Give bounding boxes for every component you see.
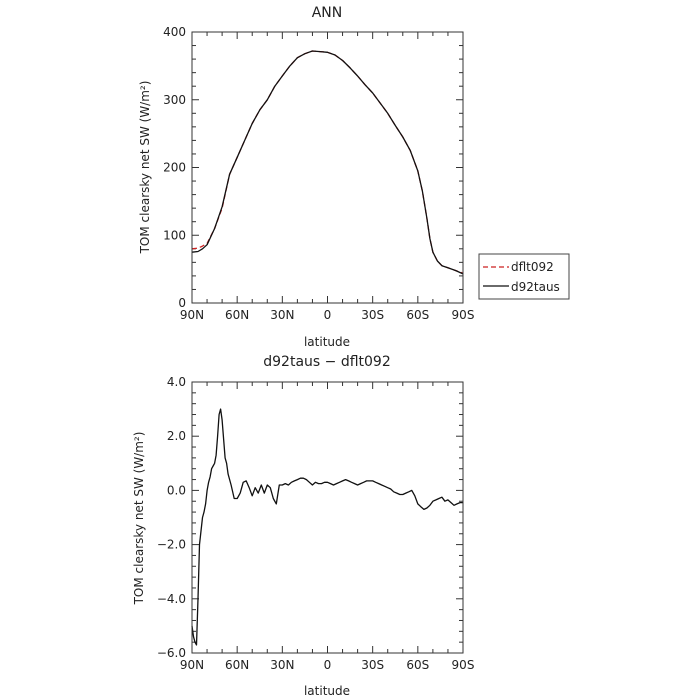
bottom-plot-frame	[191, 381, 464, 654]
top-x-axis-label: latitude	[304, 335, 350, 349]
top-x-tick-label: 60S	[406, 308, 429, 322]
bottom-y-tick-label: −4.0	[157, 592, 186, 606]
bottom-ticks: 90N 60N 30N 0 30S 60S 90S −6.0 −4.0 −2.0 0.0 2.0 4.0	[157, 375, 475, 672]
top-x-tick-label: 0	[324, 308, 332, 322]
legend-box	[478, 253, 570, 300]
top-series	[191, 50, 464, 275]
bottom-x-tick-label: 30N	[270, 658, 294, 672]
bottom-y-tick-label: 0.0	[167, 483, 186, 497]
legend-label-dflt092: dflt092	[511, 260, 554, 274]
top-x-tick-label: 90S	[452, 308, 475, 322]
bottom-series	[191, 408, 463, 646]
top-y-tick-label: 200	[163, 161, 186, 175]
bottom-series-line-diff	[191, 408, 463, 646]
bottom-y-tick-label: 4.0	[167, 375, 186, 389]
top-y-tick-label: 0	[178, 296, 186, 310]
top-y-tick-label: 300	[163, 93, 186, 107]
top-x-tick-label: 30S	[361, 308, 384, 322]
bottom-panel: d92taus − dflt092 TOM clearsky net SW (W…	[132, 354, 474, 698]
top-y-tick-label: 400	[163, 25, 186, 39]
top-y-tick-label: 100	[163, 228, 186, 242]
bottom-y-axis-label: TOM clearsky net SW (W/m²)	[132, 432, 146, 606]
bottom-x-tick-label: 60S	[406, 658, 429, 672]
bottom-x-tick-label: 90S	[452, 658, 475, 672]
legend: dflt092 d92taus	[478, 253, 570, 300]
top-y-axis-label: TOM clearsky net SW (W/m²)	[138, 81, 152, 255]
bottom-x-tick-label: 0	[324, 658, 332, 672]
bottom-x-axis-label: latitude	[304, 684, 350, 698]
bottom-y-tick-label: −2.0	[157, 538, 186, 552]
bottom-x-tick-label: 30S	[361, 658, 384, 672]
bottom-x-tick-label: 90N	[180, 658, 204, 672]
top-ticks: 90N 60N 30N 0 30S 60S 90S 0 100 200 300 400	[163, 25, 474, 322]
top-series-line-d92taus	[191, 50, 464, 275]
top-chart-title: ANN	[312, 5, 343, 21]
top-x-tick-label: 30N	[270, 308, 294, 322]
top-plot-frame	[191, 31, 464, 304]
legend-label-d92taus: d92taus	[511, 280, 560, 294]
bottom-chart-title: d92taus − dflt092	[263, 354, 390, 370]
top-x-tick-label: 60N	[225, 308, 249, 322]
top-series-line-dflt092	[191, 50, 464, 274]
top-panel: ANN TOM clearsky net SW (W/m²) latitude …	[138, 5, 474, 349]
top-x-tick-label: 90N	[180, 308, 204, 322]
bottom-x-tick-label: 60N	[225, 658, 249, 672]
bottom-y-tick-label: −6.0	[157, 646, 186, 660]
bottom-y-tick-label: 2.0	[167, 429, 186, 443]
